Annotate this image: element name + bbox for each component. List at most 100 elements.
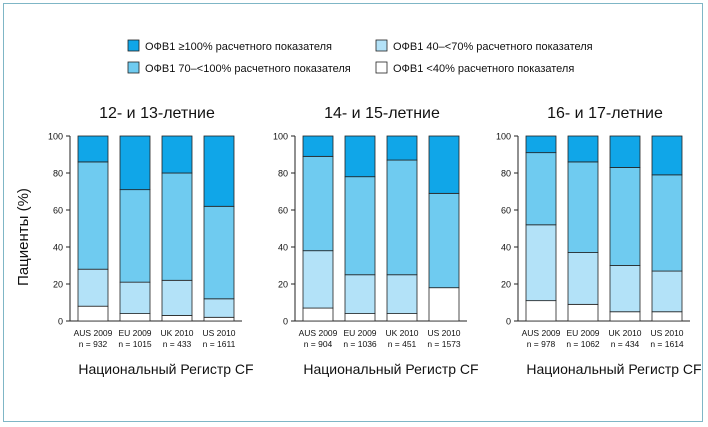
category-n-label: n = 904	[304, 339, 333, 349]
bar-segment-ge100	[161, 135, 193, 174]
bar-segment-c70_100	[344, 176, 376, 276]
bar-segment-c70_100	[567, 161, 599, 253]
legend-label-lt40: ОФВ1 <40% расчетного показателя	[393, 63, 574, 75]
bar-segment-ge100	[119, 135, 151, 191]
y-tick-label: 60	[278, 206, 288, 216]
y-tick-label: 80	[53, 169, 63, 179]
bar-segment-ge100	[77, 135, 109, 163]
y-tick-label: 100	[496, 132, 511, 142]
bar-segment-lt40	[344, 313, 376, 322]
legend-swatch-c70_100	[127, 61, 140, 74]
category-label: AUS 2009	[522, 328, 561, 338]
panel-title: 12- и 13-летние	[99, 105, 215, 122]
bar-segment-lt40	[651, 311, 683, 322]
category-label: AUS 2009	[74, 328, 113, 338]
bar-segment-c70_100	[119, 189, 151, 283]
legend-label-c40_70: ОФВ1 40–<70% расчетного показателя	[393, 41, 593, 53]
bar-segment-c40_70	[651, 270, 683, 313]
panel-title: 14- и 15-летние	[324, 105, 440, 122]
bar-segment-ge100	[525, 135, 557, 154]
bar-segment-c70_100	[428, 192, 460, 289]
category-n-label: n = 1614	[650, 339, 684, 349]
category-n-label: n = 451	[388, 339, 417, 349]
y-tick-label: 0	[506, 317, 511, 327]
category-label: US 2010	[650, 328, 683, 338]
bar-segment-c40_70	[203, 298, 235, 318]
bar-segment-c70_100	[203, 205, 235, 300]
bar-segment-lt40	[119, 313, 151, 322]
bar-segment-lt40	[203, 316, 235, 322]
category-label: EU 2009	[343, 328, 376, 338]
category-n-label: n = 1036	[343, 339, 377, 349]
bar-segment-c40_70	[525, 224, 557, 302]
bar-segment-c40_70	[119, 281, 151, 314]
category-n-label: n = 1062	[566, 339, 600, 349]
category-label: AUS 2009	[299, 328, 338, 338]
bar-segment-ge100	[567, 135, 599, 163]
category-label: EU 2009	[566, 328, 599, 338]
x-axis-label: Национальный Регистр CF	[526, 361, 701, 377]
category-label: UK 2010	[608, 328, 641, 338]
category-n-label: n = 1015	[118, 339, 152, 349]
bar-segment-c70_100	[77, 161, 109, 270]
bar-segment-ge100	[344, 135, 376, 178]
y-tick-label: 20	[501, 280, 511, 290]
category-n-label: n = 932	[79, 339, 108, 349]
category-label: US 2010	[427, 328, 460, 338]
bar-segment-ge100	[609, 135, 641, 168]
y-tick-label: 80	[278, 169, 288, 179]
x-axis-label: Национальный Регистр CF	[303, 361, 478, 377]
bar-segment-lt40	[567, 303, 599, 322]
category-label: US 2010	[202, 328, 235, 338]
legend-label-ge100: ОФВ1 ≥100% расчетного показателя	[145, 41, 332, 53]
bar-segment-c70_100	[525, 152, 557, 226]
category-n-label: n = 434	[611, 339, 640, 349]
bar-segment-ge100	[428, 135, 460, 194]
legend: ОФВ1 ≥100% расчетного показателя ОФВ1 70–…	[127, 39, 593, 75]
y-tick-label: 100	[273, 132, 288, 142]
y-tick-label: 40	[278, 243, 288, 253]
legend-swatch-c40_70	[375, 39, 388, 52]
bar-segment-c40_70	[161, 279, 193, 316]
y-tick-label: 80	[501, 169, 511, 179]
bar-segment-lt40	[302, 307, 334, 322]
bar-segment-c40_70	[567, 252, 599, 305]
bar-segment-lt40	[609, 311, 641, 322]
bar-segment-c70_100	[651, 174, 683, 272]
category-n-label: n = 978	[527, 339, 556, 349]
bar-segment-lt40	[161, 315, 193, 322]
bar-segment-ge100	[386, 135, 418, 161]
bar-segment-c40_70	[386, 274, 418, 314]
bar-segment-ge100	[651, 135, 683, 176]
y-tick-label: 100	[48, 132, 63, 142]
bar-segment-lt40	[77, 305, 109, 322]
bar-segment-c40_70	[344, 274, 376, 314]
figure-frame	[3, 3, 703, 422]
bar-segment-c40_70	[77, 268, 109, 307]
bar-segment-c40_70	[609, 265, 641, 313]
category-label: EU 2009	[118, 328, 151, 338]
y-tick-label: 0	[283, 317, 288, 327]
y-tick-label: 40	[501, 243, 511, 253]
legend-label-c70_100: ОФВ1 70–<100% расчетного показателя	[145, 63, 351, 75]
y-tick-label: 20	[278, 280, 288, 290]
bar-segment-lt40	[428, 287, 460, 322]
bar-segment-c70_100	[609, 167, 641, 266]
legend-swatch-lt40	[375, 61, 388, 74]
category-label: UK 2010	[385, 328, 418, 338]
bar-segment-c40_70	[302, 250, 334, 309]
bar-segment-lt40	[386, 313, 418, 322]
category-n-label: n = 1573	[427, 339, 461, 349]
bar-segment-c70_100	[302, 155, 334, 252]
bar-segment-lt40	[525, 300, 557, 322]
y-tick-label: 40	[53, 243, 63, 253]
y-tick-label: 60	[501, 206, 511, 216]
category-n-label: n = 433	[163, 339, 192, 349]
y-tick-label: 60	[53, 206, 63, 216]
x-axis-label: Национальный Регистр CF	[78, 361, 253, 377]
